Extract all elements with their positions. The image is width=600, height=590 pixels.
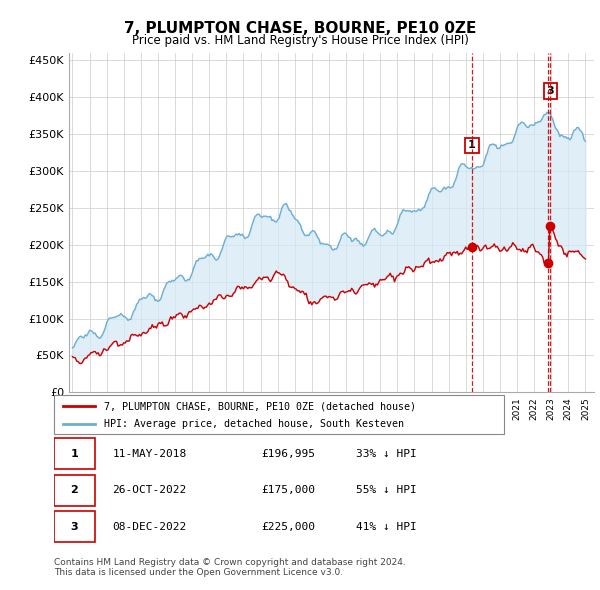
Text: 11-MAY-2018: 11-MAY-2018 [113,449,187,458]
Text: Contains HM Land Registry data © Crown copyright and database right 2024.
This d: Contains HM Land Registry data © Crown c… [54,558,406,577]
FancyBboxPatch shape [54,475,95,506]
Text: 1: 1 [468,140,476,150]
Text: 2: 2 [70,486,78,495]
Text: 3: 3 [547,86,554,96]
Text: HPI: Average price, detached house, South Kesteven: HPI: Average price, detached house, Sout… [104,419,404,429]
Text: 3: 3 [70,522,78,532]
Text: 55% ↓ HPI: 55% ↓ HPI [355,486,416,495]
Text: 7, PLUMPTON CHASE, BOURNE, PE10 0ZE (detached house): 7, PLUMPTON CHASE, BOURNE, PE10 0ZE (det… [104,401,415,411]
Text: 41% ↓ HPI: 41% ↓ HPI [355,522,416,532]
Text: 1: 1 [70,449,78,458]
Text: Price paid vs. HM Land Registry's House Price Index (HPI): Price paid vs. HM Land Registry's House … [131,34,469,47]
Text: £196,995: £196,995 [261,449,315,458]
Text: £225,000: £225,000 [261,522,315,532]
FancyBboxPatch shape [54,395,504,434]
Text: 7, PLUMPTON CHASE, BOURNE, PE10 0ZE: 7, PLUMPTON CHASE, BOURNE, PE10 0ZE [124,21,476,35]
FancyBboxPatch shape [54,512,95,542]
FancyBboxPatch shape [54,438,95,469]
Text: 26-OCT-2022: 26-OCT-2022 [113,486,187,495]
Text: 08-DEC-2022: 08-DEC-2022 [113,522,187,532]
Text: 33% ↓ HPI: 33% ↓ HPI [355,449,416,458]
Text: £175,000: £175,000 [261,486,315,495]
